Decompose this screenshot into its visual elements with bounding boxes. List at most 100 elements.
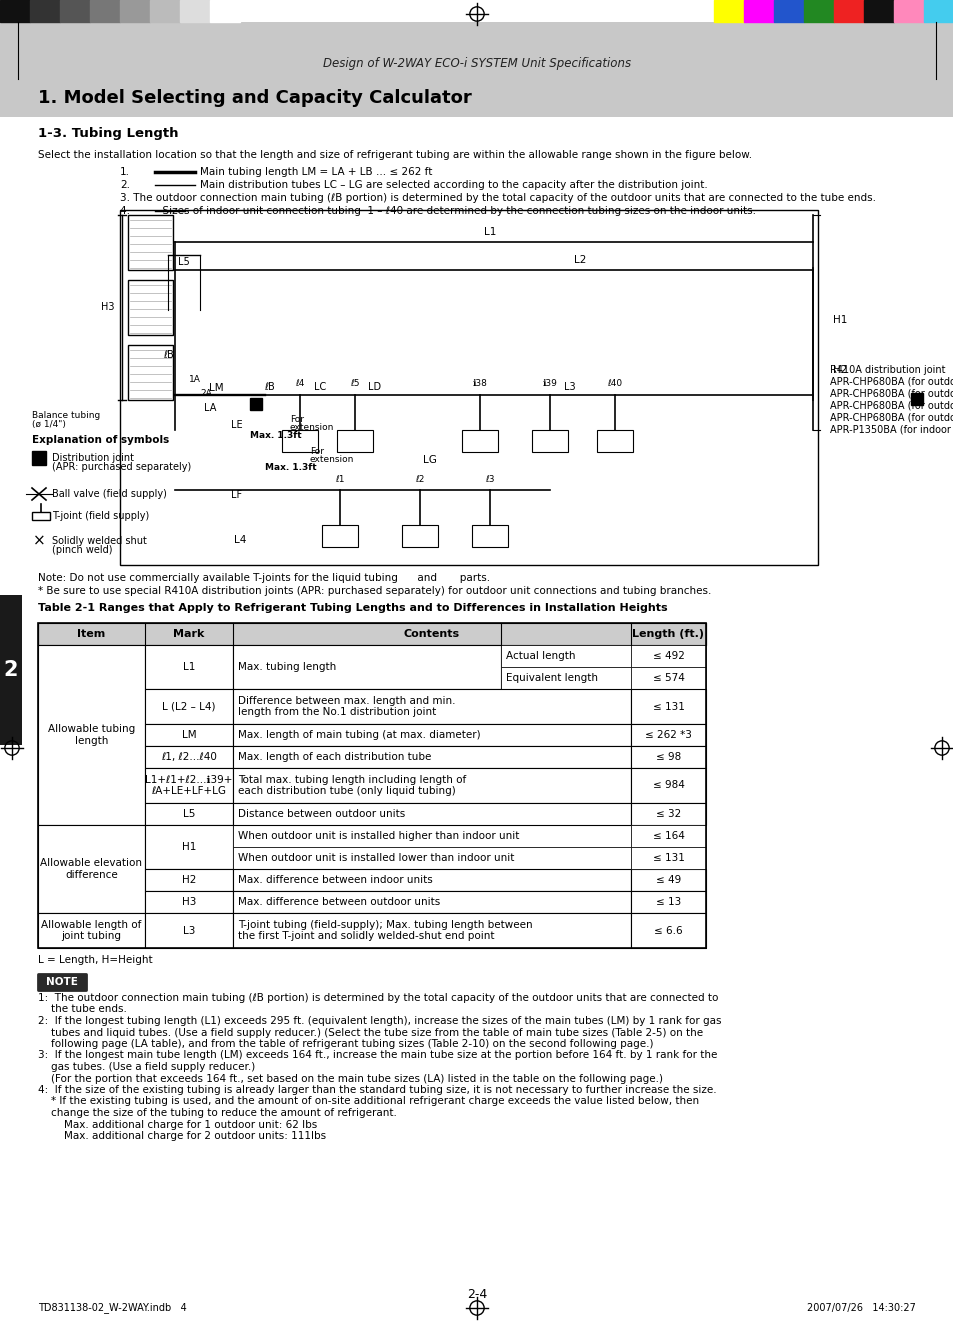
Text: Max. difference between outdoor units: Max. difference between outdoor units [237,897,439,908]
Bar [233,913,630,948]
Text: gas tubes. (Use a field supply reducer.): gas tubes. (Use a field supply reducer.) [38,1062,255,1073]
Bar [923,0,953,22]
Text: Max. tubing length: Max. tubing length [237,662,335,672]
Text: L1: L1 [483,227,496,236]
Bar [630,768,705,803]
Text: Main tubing length LM = LA + LB … ≤ 262 ft: Main tubing length LM = LA + LB … ≤ 262 … [200,166,432,177]
Text: Solidly welded shut: Solidly welded shut [52,536,147,546]
Bar [250,398,262,410]
Text: 3. The outdoor connection main tubing (ℓB portion) is determined by the total ca: 3. The outdoor connection main tubing (ℓ… [120,193,875,203]
Text: extension: extension [310,456,354,465]
Text: For: For [290,416,304,424]
Bar [38,869,705,890]
Text: L2: L2 [573,255,585,266]
Text: (For the portion that exceeds 164 ft., set based on the main tube sizes (LA) lis: (For the portion that exceeds 164 ft., s… [38,1074,662,1083]
Text: L5: L5 [183,808,195,819]
Bar [120,0,150,22]
Text: Length (ft.): Length (ft.) [632,629,703,639]
Bar [233,724,630,746]
Text: H1: H1 [832,314,846,325]
Text: following page (LA table), and from the table of refrigerant tubing sizes (Table: following page (LA table), and from the … [38,1040,653,1049]
Bar [233,690,630,724]
Bar [38,847,705,869]
Bar [472,524,507,547]
Bar [38,826,705,847]
Text: Note: Do not use commercially available T-joints for the liquid tubing      and : Note: Do not use commercially available … [38,573,490,583]
Text: ≤ 6.6: ≤ 6.6 [654,926,682,935]
Text: Balance tubing: Balance tubing [32,411,100,420]
Text: Max. additional charge for 1 outdoor unit: 62 lbs: Max. additional charge for 1 outdoor uni… [38,1119,317,1129]
Bar [630,847,705,869]
Text: ℓB: ℓB [264,382,275,392]
Text: Actual length: Actual length [505,651,575,660]
Text: ≤ 131: ≤ 131 [652,853,683,863]
Text: tubes and liquid tubes. (Use a field supply reducer.) (Select the tube size from: tubes and liquid tubes. (Use a field sup… [38,1028,702,1037]
Bar [38,724,705,746]
Text: Max. additional charge for 2 outdoor units: 111lbs: Max. additional charge for 2 outdoor uni… [38,1131,326,1141]
Bar [233,645,500,690]
Text: Max. difference between indoor units: Max. difference between indoor units [237,875,433,885]
Bar [630,724,705,746]
Text: L3: L3 [183,926,195,935]
Bar [233,826,630,847]
Bar [233,803,630,826]
Text: APR-CHP680BA (for outdoor unit): APR-CHP680BA (for outdoor unit) [829,413,953,423]
Text: APR-P1350BA (for indoor unit): APR-P1350BA (for indoor unit) [829,425,953,435]
Text: 2A: 2A [200,388,212,398]
Text: ℓ5: ℓ5 [350,379,359,387]
Text: ≤ 131: ≤ 131 [652,701,683,712]
Bar [803,0,833,22]
Bar [38,690,705,724]
Text: L = Length, H=Height: L = Length, H=Height [38,955,152,966]
Bar [773,0,803,22]
Text: extension: extension [290,424,334,432]
Text: 2007/07/26   14:30:27: 2007/07/26 14:30:27 [806,1303,915,1313]
Bar [863,0,893,22]
Bar [38,768,705,803]
Text: L5: L5 [178,258,190,267]
Text: Contents: Contents [403,629,459,639]
Text: ℓ1: ℓ1 [335,476,344,485]
Bar [38,624,705,948]
Text: ≤ 262 *3: ≤ 262 *3 [644,731,691,740]
Bar [210,0,240,22]
Text: 2: 2 [4,660,18,680]
Text: LF: LF [232,490,242,501]
Text: ≤ 98: ≤ 98 [655,752,680,762]
Bar [145,746,233,768]
Text: 4:  If the size of the existing tubing is already larger than the standard tubin: 4: If the size of the existing tubing is… [38,1085,716,1095]
Text: Max. 1.3ft: Max. 1.3ft [250,432,301,440]
Text: 1A: 1A [189,375,201,384]
Text: LG: LG [422,454,436,465]
Text: L1: L1 [183,662,195,672]
Text: ≤ 164: ≤ 164 [652,831,683,841]
Text: ℓ40: ℓ40 [607,379,622,387]
Text: L4: L4 [233,535,246,546]
Bar [233,890,630,913]
Text: NOTE: NOTE [46,978,78,987]
Text: ℓ4: ℓ4 [295,379,304,387]
Bar [180,0,210,22]
Bar [38,803,705,826]
Text: 2-4: 2-4 [466,1288,487,1301]
Text: 1.: 1. [120,166,130,177]
Text: 1-3. Tubing Length: 1-3. Tubing Length [38,127,178,140]
Bar [38,645,145,826]
Bar [38,890,705,913]
Bar [32,513,50,520]
Text: Allowable length of
joint tubing: Allowable length of joint tubing [41,919,142,942]
Bar [233,869,630,890]
Text: Distribution joint: Distribution joint [52,453,133,462]
Bar [128,215,172,269]
Bar [322,524,357,547]
Bar [90,0,120,22]
Text: Max. 1.3ft: Max. 1.3ft [265,464,316,473]
Text: L (L2 – L4): L (L2 – L4) [162,701,215,712]
Bar [833,0,863,22]
Text: Difference between max. length and min.
length from the No.1 distribution joint: Difference between max. length and min. … [237,696,455,717]
Bar [630,645,705,667]
Bar [0,79,953,118]
Bar [630,690,705,724]
Bar [38,645,705,667]
Text: 3:  If the longest main tube length (LM) exceeds 164 ft., increase the main tube: 3: If the longest main tube length (LM) … [38,1050,717,1061]
